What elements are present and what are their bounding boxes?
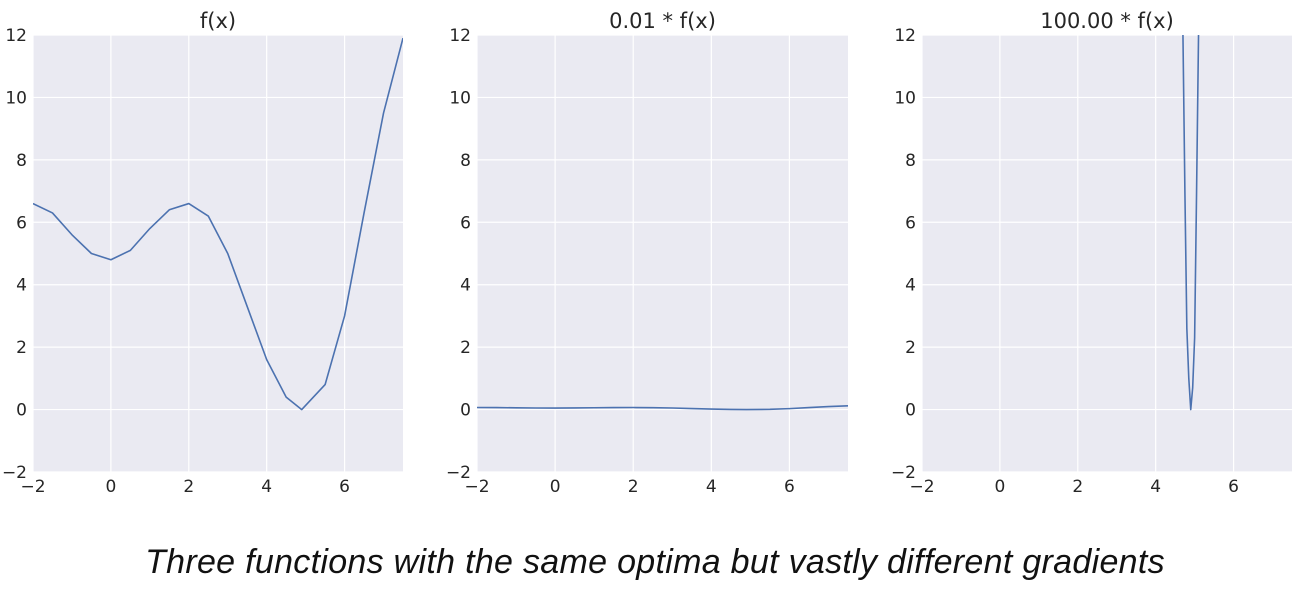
y-tick-label: 6 xyxy=(16,213,27,233)
x-tick-label: 6 xyxy=(784,477,795,497)
plot-area xyxy=(477,35,848,472)
y-tick-label: 8 xyxy=(905,151,916,171)
series-line-1 xyxy=(477,405,848,411)
y-tick-label: 12 xyxy=(894,26,916,46)
y-tick-label: 0 xyxy=(16,401,27,421)
y-tick-label: 8 xyxy=(16,151,27,171)
x-tick-label: −2 xyxy=(909,477,934,497)
x-tick-label: 4 xyxy=(261,477,272,497)
y-tick-label: 6 xyxy=(905,213,916,233)
x-tick-label: 2 xyxy=(628,477,639,497)
chart-panel-2: −2 0 2 4 6 8 10 12 −2 0 2 4 6 0.01 * f(x) xyxy=(446,9,848,497)
x-tick-label: 6 xyxy=(1228,477,1239,497)
x-tick-label: −2 xyxy=(20,477,45,497)
x-tick-label: 2 xyxy=(183,477,194,497)
y-tick-label: 4 xyxy=(460,276,471,296)
y-tick-label: 6 xyxy=(460,213,471,233)
y-tick-label: 0 xyxy=(905,401,916,421)
y-tick-label: 4 xyxy=(16,276,27,296)
y-tick-label: 10 xyxy=(449,88,471,108)
chart-title: 0.01 * f(x) xyxy=(609,9,716,33)
y-tick-label: 2 xyxy=(16,338,27,358)
plot-area xyxy=(922,35,1292,472)
y-tick-label: 2 xyxy=(905,338,916,358)
x-tick-label: 4 xyxy=(1150,477,1161,497)
y-tick-label: 12 xyxy=(5,26,27,46)
x-tick-label: 2 xyxy=(1072,477,1083,497)
chart-panel-1: −2 0 2 4 6 8 10 12 −2 0 2 4 6 f(x) xyxy=(2,9,403,497)
chart-panel-3: −2 0 2 4 6 8 10 12 −2 0 2 4 6 100.00 * f(x) xyxy=(891,9,1292,497)
charts-figure: −2 0 2 4 6 8 10 12 −2 0 2 4 6 f(x) −2 0 2 4 6 8 10 12 −2 0 2 4 6 0.… xyxy=(2,9,1292,497)
y-tick-label: 12 xyxy=(449,26,471,46)
series-line-1 xyxy=(33,37,403,411)
chart-title: f(x) xyxy=(200,9,236,33)
x-tick-label: 0 xyxy=(994,477,1005,497)
x-tick-label: 6 xyxy=(339,477,350,497)
x-tick-label: 4 xyxy=(706,477,717,497)
x-tick-label: −2 xyxy=(464,477,489,497)
series-line-1 xyxy=(1182,35,1200,411)
y-tick-label: 4 xyxy=(905,276,916,296)
y-tick-label: 10 xyxy=(5,88,27,108)
y-tick-label: −2 xyxy=(2,463,27,483)
x-tick-label: 0 xyxy=(105,477,116,497)
figure-caption: Three functions with the same optima but… xyxy=(145,543,1165,581)
chart-title: 100.00 * f(x) xyxy=(1040,9,1174,33)
y-tick-label: 0 xyxy=(460,401,471,421)
y-tick-label: −2 xyxy=(446,463,471,483)
x-tick-label: 0 xyxy=(550,477,561,497)
y-tick-label: −2 xyxy=(891,463,916,483)
y-tick-label: 10 xyxy=(894,88,916,108)
plot-area xyxy=(33,35,403,472)
y-tick-label: 8 xyxy=(460,151,471,171)
y-tick-label: 2 xyxy=(460,338,471,358)
